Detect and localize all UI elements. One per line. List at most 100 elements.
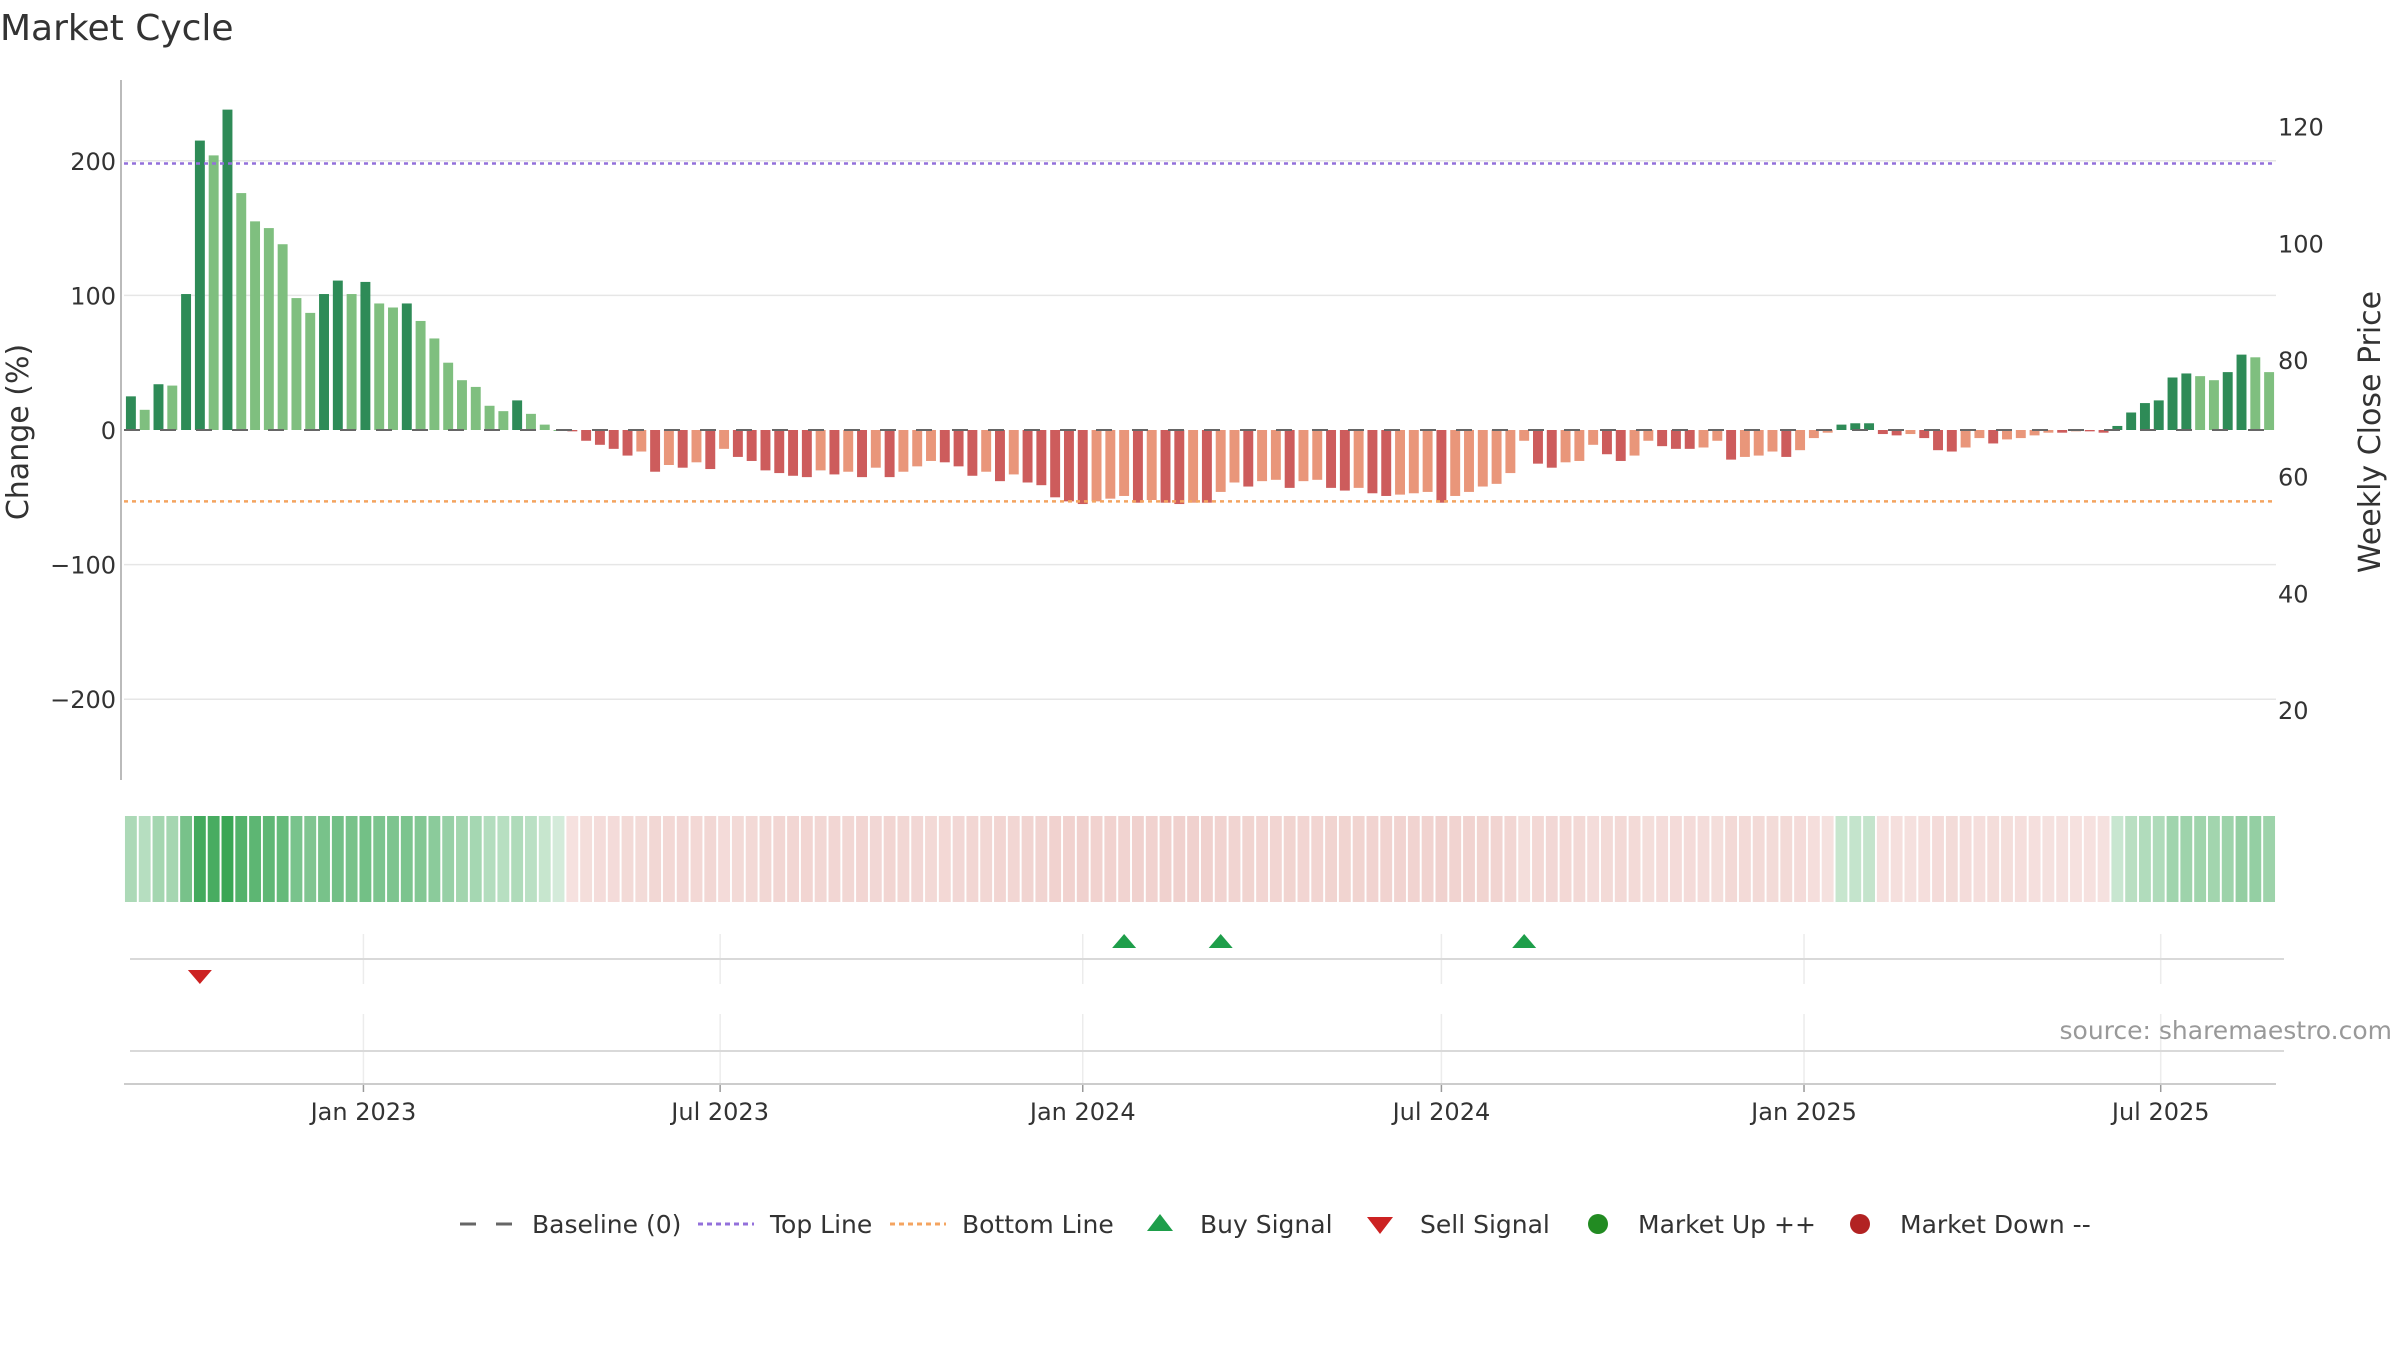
heat-cell	[456, 816, 468, 902]
bar	[332, 280, 343, 430]
bar	[443, 362, 454, 430]
bar	[857, 430, 867, 478]
heat-cell	[1780, 816, 1793, 902]
bar	[774, 430, 785, 474]
buy-signal-marker	[1208, 934, 1233, 948]
heat-cell	[318, 816, 330, 902]
bar	[1629, 430, 1640, 456]
bar	[926, 430, 936, 461]
bar	[2222, 372, 2233, 430]
bar	[746, 430, 757, 461]
heat-cell	[635, 816, 648, 902]
heat-cell	[193, 816, 206, 902]
heat-cell	[938, 816, 951, 902]
bar	[1050, 430, 1061, 498]
bar	[1422, 430, 1433, 492]
bar	[760, 430, 771, 471]
heat-cell	[1904, 816, 1917, 902]
bar	[1822, 430, 1833, 433]
bar	[1712, 430, 1723, 441]
heat-cell	[1131, 816, 1144, 902]
bar	[374, 303, 385, 430]
heat-cell	[1090, 816, 1103, 902]
heat-cell	[1118, 816, 1131, 902]
heat-cell	[1725, 816, 1738, 902]
bar	[1767, 430, 1778, 452]
heat-cell	[1463, 816, 1475, 902]
heat-cell	[2139, 816, 2151, 902]
heat-cell	[1380, 816, 1393, 902]
heat-cell	[1490, 816, 1503, 902]
bar	[1574, 430, 1585, 461]
x-tick-label: Jul 2025	[2110, 1098, 2210, 1126]
y-tick-label: −200	[50, 686, 116, 714]
bar	[1243, 430, 1254, 487]
legend-swatch-circle	[1850, 1214, 1870, 1234]
bar	[1464, 430, 1474, 492]
bar	[1312, 430, 1323, 480]
heat-cell	[414, 816, 427, 902]
y2-tick-label: 120	[2278, 114, 2324, 142]
heat-cell	[1311, 816, 1324, 902]
bar	[581, 430, 592, 441]
heat-cell	[331, 816, 344, 902]
bar	[470, 386, 481, 430]
bar	[1519, 430, 1530, 441]
bar	[788, 430, 799, 476]
heat-cell	[1063, 816, 1075, 902]
heat-cell	[662, 816, 675, 902]
heat-cell	[2207, 816, 2220, 902]
bar	[719, 430, 730, 449]
heat-cell	[621, 816, 634, 902]
bar	[346, 294, 357, 430]
y2-axis-title: Weekly Close Price	[2353, 291, 2388, 573]
bar	[125, 396, 136, 430]
bar	[263, 228, 274, 430]
heat-cell	[1559, 816, 1572, 902]
bar	[1795, 430, 1806, 451]
heat-cell	[525, 816, 537, 902]
heat-cell	[552, 816, 565, 902]
bar	[1367, 430, 1378, 494]
x-tick-label: Jan 2023	[309, 1098, 417, 1126]
bar	[2167, 377, 2178, 430]
heat-cell	[1449, 816, 1462, 902]
y-tick-label: 100	[70, 282, 116, 310]
bar	[1850, 423, 1861, 430]
bar	[1988, 430, 1999, 444]
heat-cell	[1035, 816, 1048, 902]
heat-cell	[1890, 816, 1903, 902]
heat-cell	[883, 816, 896, 902]
heat-cell	[718, 816, 731, 902]
heat-cell	[2028, 816, 2041, 902]
heat-cell	[1656, 816, 1669, 902]
bar	[815, 430, 826, 471]
heat-cell	[925, 816, 937, 902]
bar	[2250, 357, 2261, 430]
bar	[1588, 430, 1599, 445]
heat-cell	[2042, 816, 2055, 902]
heat-cell	[2180, 816, 2193, 902]
bar	[1877, 430, 1888, 435]
bar	[939, 430, 950, 463]
bar	[594, 430, 605, 445]
heat-cell	[649, 816, 662, 902]
bar	[1022, 430, 1033, 483]
heat-cell	[1711, 816, 1724, 902]
heat-cell	[676, 816, 689, 902]
heat-cell	[897, 816, 910, 902]
heat-cell	[2001, 816, 2013, 902]
bar	[1229, 430, 1240, 483]
heat-cell	[787, 816, 799, 902]
heat-cell	[1007, 816, 1020, 902]
heat-cell	[1187, 816, 1200, 902]
heat-cell	[2235, 816, 2248, 902]
bar	[1105, 430, 1116, 499]
bar	[567, 430, 578, 432]
bar	[1601, 430, 1612, 455]
bar	[1864, 423, 1875, 430]
bars	[125, 109, 2275, 505]
heat-cell	[1283, 816, 1296, 902]
bar	[1836, 424, 1847, 430]
bar	[153, 384, 164, 430]
